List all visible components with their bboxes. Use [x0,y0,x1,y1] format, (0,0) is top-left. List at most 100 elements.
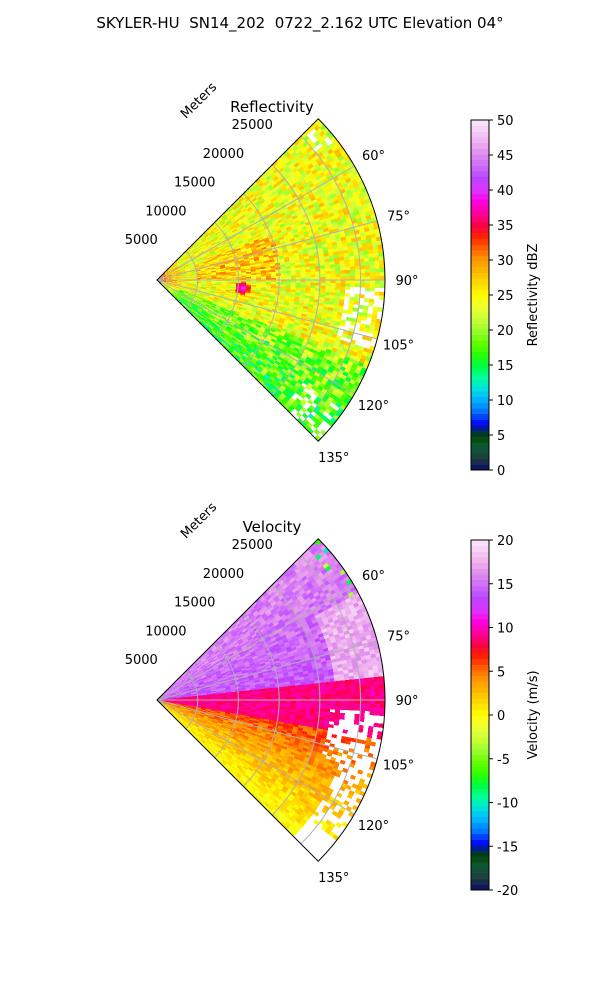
radar-cell [271,173,277,180]
radar-cell [226,648,232,653]
radar-cell [161,281,167,284]
radar-cell [283,345,290,350]
radar-cell [171,275,177,278]
radar-cell [265,287,271,291]
radar-cell [379,291,385,297]
radar-cell [262,631,268,637]
radar-cell [243,649,249,654]
radar-cell [181,274,187,276]
radar-cell [208,230,214,235]
radar-cell [229,296,235,300]
radar-cell [319,336,326,342]
radar-cell [290,277,296,281]
radar-cell [361,239,367,245]
radar-cell [300,600,307,606]
radar-cell [164,270,169,274]
radar-cell [249,325,256,330]
radar-cell [260,264,266,268]
radar-cell [230,225,236,231]
radar-cell [263,213,269,219]
radar-cell [197,247,202,252]
radar-cell [215,651,221,656]
radar-cell [274,240,281,244]
radar-cell [293,376,300,383]
radar-cell [260,183,266,190]
radar-cell [255,651,262,656]
colorbar-swatch [471,210,489,217]
radar-cell [206,227,211,232]
radar-cell [228,207,234,213]
radar-cell [310,290,316,294]
radar-cell [195,657,200,663]
radar-cell [221,333,227,338]
radar-cell [241,200,247,206]
radar-cell [226,305,232,309]
radar-cell [296,562,303,569]
radar-cell [175,272,181,275]
radar-cell [209,659,214,664]
radar-cell [374,291,380,296]
radar-cell [340,280,346,284]
radar-cell [171,683,176,688]
radar-cell [321,197,328,203]
radar-cell [238,325,244,330]
radar-cell [301,592,308,598]
radar-cell [250,310,256,314]
radar-cell [180,269,185,272]
radar-cell [333,251,339,256]
radar-cell [210,241,216,245]
radar-cell [182,303,187,308]
radar-cell [305,274,311,278]
radar-cell [299,161,306,168]
radar-cell [202,246,207,251]
radar-cell [298,302,304,306]
radar-cell [179,677,184,681]
radar-cell [274,598,281,604]
radar-cell [186,282,192,284]
radar-cell [262,203,269,209]
radar-cell [293,162,300,168]
radar-cell [196,667,202,671]
radar-cell [323,365,330,371]
radar-cell [229,260,235,264]
radar-cell [325,285,331,290]
radar-cell [175,680,180,685]
radar-cell [245,246,251,250]
radar-cell [217,299,223,303]
radar-cell [195,310,200,315]
radar-cell [322,177,329,184]
radar-cell [262,235,269,240]
radar-cell [291,571,298,578]
radar-cell [220,271,227,274]
radar-cell [168,267,173,272]
radar-cell [334,321,341,326]
radar-cell [179,257,184,261]
radar-cell [164,286,169,290]
radar-cell [201,300,207,304]
radar-cell [192,306,197,311]
radar-cell [185,269,191,272]
radar-cell [267,184,273,190]
radar-cell [251,274,257,277]
radar-cell [180,258,185,262]
radar-cell [276,309,283,314]
radar-cell [306,343,313,349]
radar-cell [264,328,271,333]
radar-cell [337,164,345,171]
radar-cell [337,155,345,162]
radar-cell [174,288,180,291]
radar-cell [251,223,257,228]
radar-cell [175,286,181,289]
radar-cell [353,344,360,350]
radar-cell [209,316,215,320]
radar-cell [316,210,323,216]
radar-cell [321,208,328,214]
radar-cell [165,273,171,276]
radar-cell [258,317,265,321]
radar-cell [283,256,290,260]
radar-cell [341,333,348,339]
radar-cell [160,273,165,277]
radar-cell [326,603,333,610]
radar-cell [285,176,292,182]
radar-cell [185,257,190,261]
